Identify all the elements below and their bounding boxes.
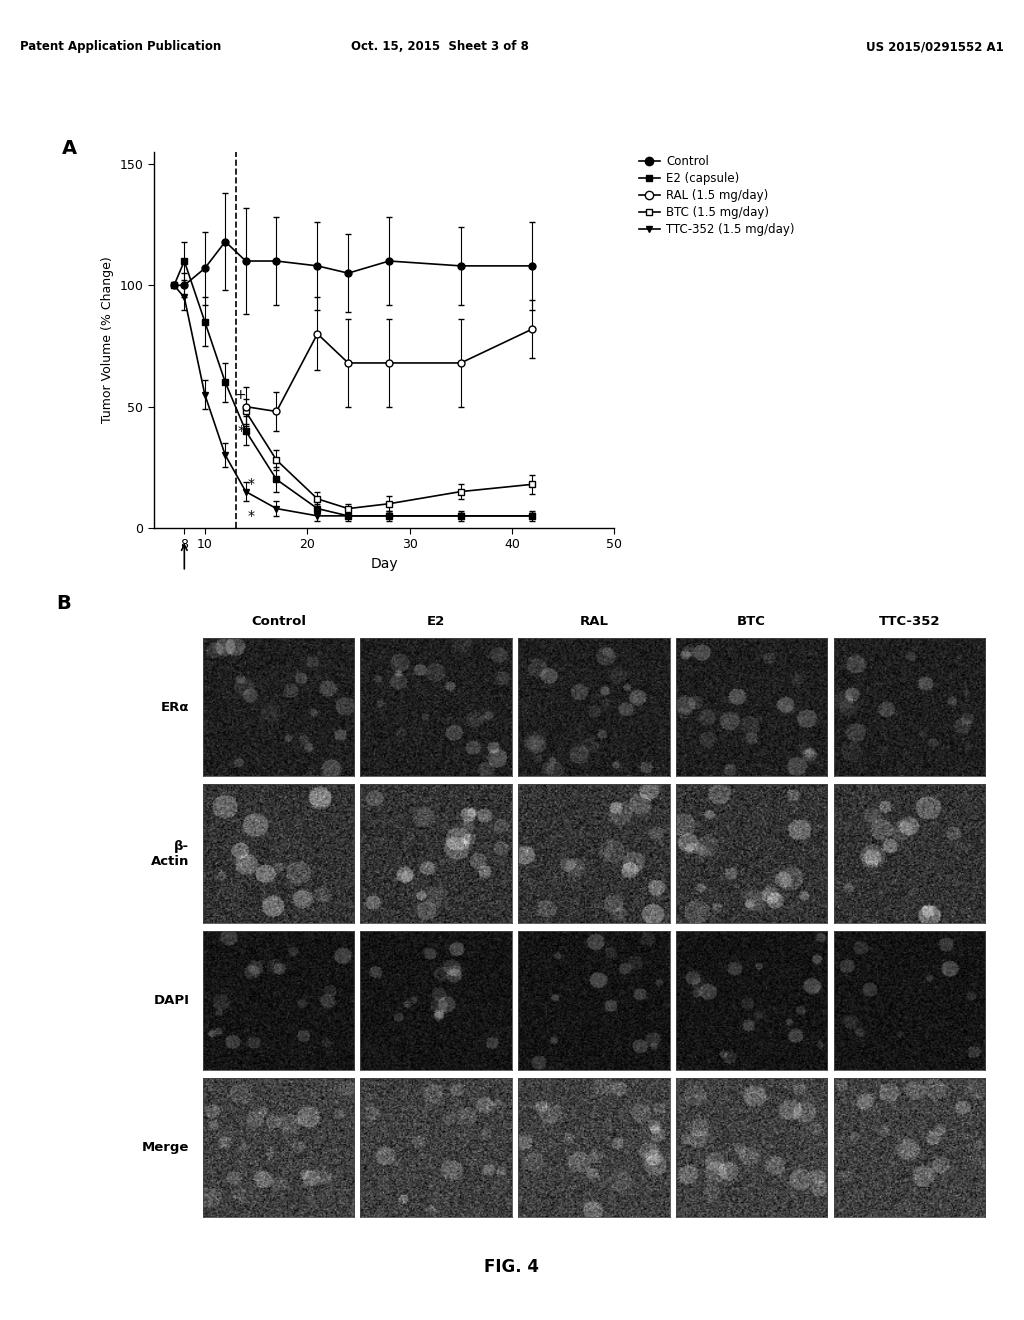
- Text: DAPI: DAPI: [154, 994, 189, 1007]
- Text: TTC-352: TTC-352: [879, 615, 940, 628]
- Text: RAL: RAL: [580, 615, 608, 628]
- Y-axis label: Tumor Volume (% Change): Tumor Volume (% Change): [100, 256, 114, 424]
- Text: B: B: [56, 594, 71, 612]
- Text: +: +: [234, 388, 247, 401]
- Text: Control: Control: [251, 615, 306, 628]
- Text: β-
Actin: β- Actin: [152, 840, 189, 867]
- Text: US 2015/0291552 A1: US 2015/0291552 A1: [865, 41, 1004, 53]
- Text: Patent Application Publication: Patent Application Publication: [20, 41, 222, 53]
- Text: BTC: BTC: [737, 615, 766, 628]
- Text: ERα: ERα: [161, 701, 189, 714]
- Legend: Control, E2 (capsule), RAL (1.5 mg/day), BTC (1.5 mg/day), TTC-352 (1.5 mg/day): Control, E2 (capsule), RAL (1.5 mg/day),…: [634, 150, 799, 242]
- Text: A: A: [61, 139, 77, 157]
- Text: FIG. 4: FIG. 4: [484, 1258, 540, 1276]
- Text: E2: E2: [427, 615, 445, 628]
- Text: *: *: [248, 478, 254, 491]
- Text: *: *: [248, 510, 254, 523]
- Text: Oct. 15, 2015  Sheet 3 of 8: Oct. 15, 2015 Sheet 3 of 8: [351, 41, 529, 53]
- X-axis label: Day: Day: [371, 557, 397, 572]
- Text: Merge: Merge: [142, 1140, 189, 1154]
- Text: *: *: [238, 424, 244, 438]
